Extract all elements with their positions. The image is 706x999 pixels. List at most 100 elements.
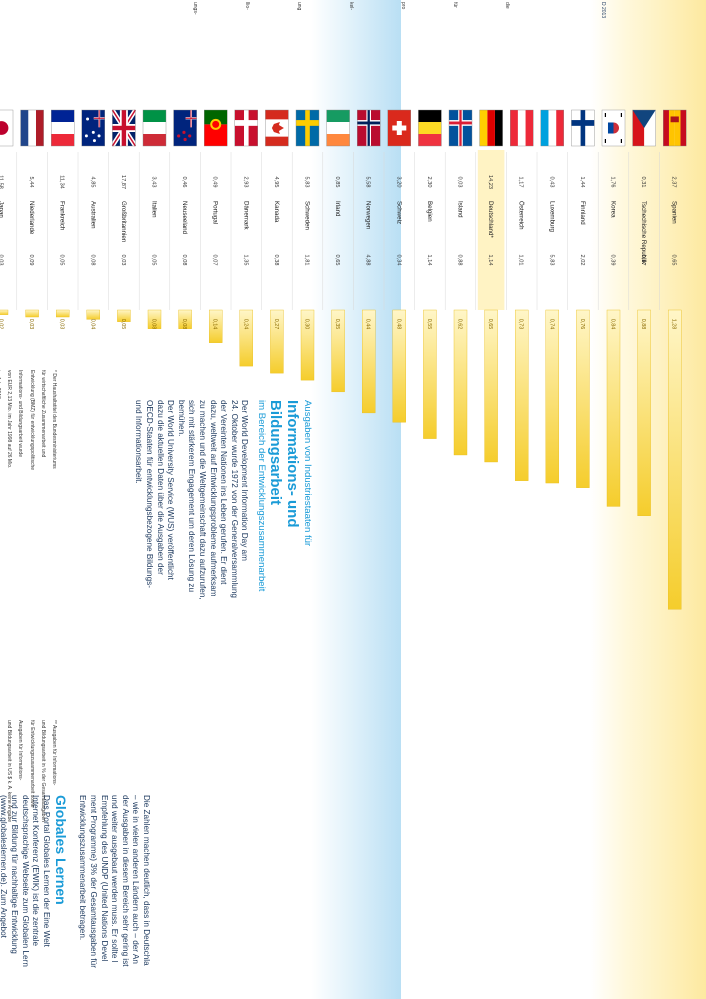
country-label: Italien [151, 201, 158, 218]
flag-ch-icon [387, 109, 411, 147]
footnote-line: und Bildungsarbeit in % der Gesamtausgab… [39, 720, 46, 823]
col1-value: 0,46 [181, 177, 187, 188]
article-title: Informations- und Bildungsarbeit [267, 400, 302, 528]
bar-value-label: 1,28 [671, 319, 677, 330]
bar-value-label: 0,04 [89, 319, 95, 330]
footnote-line: von EUR 2,13 Mio. im Jahr 1998 auf 26 Mi… [6, 370, 13, 469]
country-label: Dänemark [242, 201, 249, 230]
country-label: Schweiz [395, 201, 402, 224]
intro-line: OECD-Staaten für entwicklungsbezogene Bi… [145, 400, 155, 588]
intro-line: Der World University Service (WUS) veröf… [166, 400, 176, 580]
col1-value: 17,87 [120, 175, 126, 189]
country-label: Frankreich [59, 201, 66, 231]
intro-line: zu machen und die Weltgemeinschaft dazu … [198, 400, 208, 600]
header-fragment: llio- [244, 2, 250, 10]
bar-value-label: 0,74 [548, 319, 554, 330]
bar-value-label: 0,14 [212, 319, 218, 330]
col2-value: 0,39 [610, 255, 616, 266]
body-line: der Ausgaben in diesem Bereich sehr geri… [120, 795, 130, 967]
flag-lu-icon [540, 109, 565, 147]
col2-value: 0,88 [457, 255, 463, 266]
bar [147, 309, 162, 329]
col1-value: 2,30 [426, 177, 432, 188]
bar [637, 309, 651, 516]
country-label: Irland [334, 201, 341, 217]
col1-value: 4,85 [89, 177, 95, 188]
article-subtitle: im Bereich der Entwicklungszusammenarbei… [256, 400, 268, 592]
col2-value: 0,65 [334, 255, 340, 266]
flag-at-icon [509, 109, 534, 147]
header-corner: D 2013 [600, 2, 606, 32]
intro-line: dazu die aktuellen Daten über die Ausgab… [155, 400, 165, 575]
bar [25, 309, 39, 318]
bar [86, 309, 100, 320]
flag-se-icon [295, 109, 320, 147]
col2-value: 0,05 [151, 255, 157, 266]
country-label: Spanien [671, 201, 678, 224]
col2-value: 0,08 [89, 255, 95, 266]
country-label: Luxemburg [548, 201, 555, 233]
col1-value: 14,23 [487, 175, 493, 189]
bar [300, 309, 315, 381]
flag-fr-icon [51, 109, 75, 147]
footnote-line: für wirtschaftliche Zusammenarbeit und [39, 370, 46, 458]
col2-value: 1,01 [518, 255, 524, 266]
flag-gb-icon [110, 108, 138, 148]
flag-kr-icon [601, 109, 626, 147]
corner-label: D 2013 [600, 2, 606, 19]
col2-value: 0,09 [28, 255, 34, 266]
bar [576, 309, 590, 488]
flag-ca-icon [265, 109, 289, 147]
intro-line: dazu, weltweit auf Entwicklungsprobleme … [208, 400, 218, 597]
bar-value-label: 0,05 [120, 319, 126, 330]
country-label: Kanada [273, 201, 280, 223]
bar-value-label: 0,84 [610, 319, 616, 330]
flag-au-icon [81, 109, 105, 147]
country-label: Österreich [518, 201, 525, 230]
bar-value-label: 0,30 [304, 319, 310, 330]
bar-value-label: 0,65 [487, 319, 493, 330]
col1-value: 2,37 [671, 177, 677, 188]
header-fragment: pro [400, 2, 406, 9]
country-label: Korea [610, 201, 617, 218]
top-text: Die Zahlen machen deutlich, dass in Deut… [77, 795, 151, 999]
flag-is-icon [448, 109, 473, 147]
body-line: Die Zahlen machen deutlich, dass in Deut… [142, 795, 151, 966]
footnote-line: Ausgaben für Informations- [17, 720, 24, 781]
bar [209, 309, 223, 343]
col2-value: 5,83 [548, 255, 554, 266]
col1-value: 5,58 [365, 177, 371, 188]
body-line: Entwicklungszusammenarbeit betragen. [78, 795, 88, 941]
bar-value-label: 0,02 [0, 319, 4, 330]
header-fragment: ungs- [192, 2, 198, 15]
bar [239, 309, 253, 367]
flag-be-icon [418, 109, 442, 147]
col2-value: 0,65 [671, 255, 677, 266]
intro-line: der Vereinten Nationen ins Leben gerufen… [219, 400, 229, 585]
country-label: Neuseeland [181, 201, 188, 235]
footnote-line: * Der Haushaltstitel des Bundesministeri… [51, 370, 57, 469]
country-label: Australien [89, 201, 96, 229]
country-label: Belgien [426, 201, 433, 222]
body-line: ment Programme) 3% der Gesamtausgaben fü… [89, 795, 99, 968]
country-label: Deutschland* [487, 201, 494, 238]
flag-nz-icon [173, 109, 197, 147]
flag-pt-icon [204, 109, 228, 147]
col2-value: 0,05 [59, 255, 65, 266]
bar [178, 309, 192, 329]
country-label: Großbritannien [120, 201, 127, 243]
bar-value-label: 0,88 [640, 319, 646, 330]
col2-value: 0,08 [181, 255, 187, 266]
col1-value: 0,49 [212, 177, 218, 188]
bar-value-label: 0,24 [242, 319, 248, 330]
col1-value: 1,76 [610, 177, 616, 188]
col2-value: 0,17 [640, 255, 646, 266]
bar-value-label: 0,73 [518, 319, 524, 330]
col2-value: 1,81 [304, 255, 310, 266]
header-fragment: für [452, 2, 458, 8]
flag-jp-icon [0, 109, 14, 147]
flag-cz-icon [632, 109, 656, 147]
